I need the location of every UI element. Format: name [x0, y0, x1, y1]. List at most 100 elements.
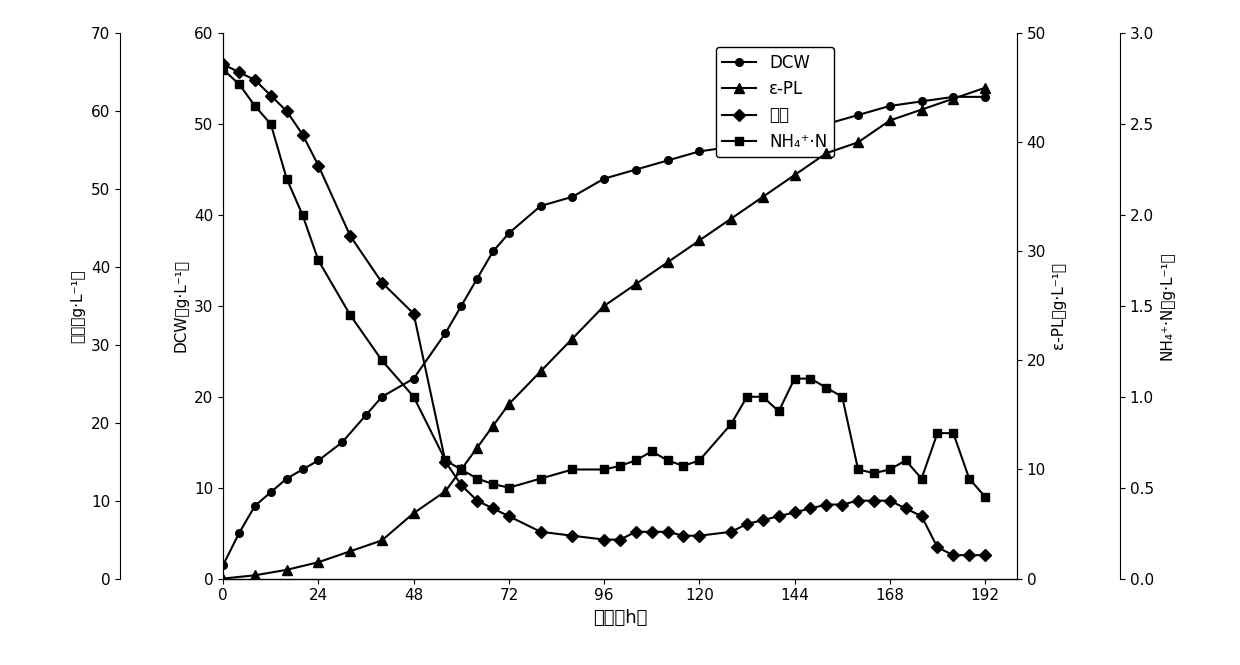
NH₄⁺·N: [771, 408, 786, 416]
NH₄⁺·N: [818, 384, 833, 392]
ε-PL: [565, 334, 580, 342]
Y-axis label: DCW（g·L⁻¹）: DCW（g·L⁻¹）: [174, 259, 188, 352]
DCW: [216, 561, 231, 569]
DCW: [660, 156, 675, 164]
DCW: [596, 175, 611, 183]
ε-PL: [818, 149, 833, 157]
NH₄⁺·N: [724, 420, 739, 428]
DCW: [486, 247, 501, 255]
NH₄⁺·N: [613, 462, 627, 470]
NH₄⁺·N: [232, 80, 247, 88]
NH₄⁺·N: [311, 257, 326, 265]
DCW: [818, 120, 833, 128]
DCW: [407, 374, 422, 382]
NH₄⁺·N: [295, 211, 310, 219]
甘油: [962, 551, 977, 559]
甘油: [914, 512, 929, 520]
NH₄⁺·N: [501, 483, 516, 491]
ε-PL: [470, 444, 485, 452]
DCW: [565, 193, 580, 201]
DCW: [374, 393, 389, 401]
DCW: [914, 97, 929, 105]
ε-PL: [946, 94, 961, 102]
NH₄⁺·N: [962, 475, 977, 483]
ε-PL: [216, 575, 231, 583]
甘油: [501, 512, 516, 520]
甘油: [867, 497, 882, 505]
DCW: [438, 329, 453, 337]
DCW: [851, 111, 866, 119]
DCW: [454, 302, 469, 310]
甘油: [851, 497, 866, 505]
NH₄⁺·N: [660, 456, 675, 464]
NH₄⁺·N: [645, 448, 660, 456]
ε-PL: [279, 566, 294, 574]
ε-PL: [660, 258, 675, 266]
DCW: [692, 148, 707, 156]
DCW: [724, 143, 739, 151]
甘油: [771, 512, 786, 520]
甘油: [438, 458, 453, 466]
DCW: [629, 166, 644, 174]
甘油: [883, 497, 898, 505]
ε-PL: [342, 547, 357, 555]
DCW: [977, 93, 992, 101]
甘油: [946, 551, 961, 559]
NH₄⁺·N: [374, 356, 389, 364]
甘油: [818, 501, 833, 509]
甘油: [613, 535, 627, 543]
DCW: [755, 138, 770, 146]
ε-PL: [486, 422, 501, 430]
NH₄⁺·N: [470, 475, 485, 483]
ε-PL: [533, 367, 548, 375]
NH₄⁺·N: [533, 475, 548, 483]
NH₄⁺·N: [248, 102, 263, 110]
NH₄⁺·N: [946, 429, 961, 437]
NH₄⁺·N: [407, 393, 422, 401]
ε-PL: [438, 487, 453, 495]
甘油: [787, 508, 802, 516]
甘油: [596, 535, 611, 543]
NH₄⁺·N: [629, 456, 644, 464]
X-axis label: 时间（h）: 时间（h）: [593, 609, 647, 627]
甘油: [311, 162, 326, 170]
甘油: [739, 520, 754, 528]
DCW: [335, 438, 350, 446]
甘油: [342, 232, 357, 240]
NH₄⁺·N: [438, 456, 453, 464]
DCW: [295, 465, 310, 473]
甘油: [248, 76, 263, 84]
甘油: [533, 528, 548, 536]
DCW: [263, 488, 278, 496]
甘油: [755, 516, 770, 524]
DCW: [232, 529, 247, 537]
ε-PL: [977, 84, 992, 92]
甘油: [804, 505, 818, 513]
ε-PL: [851, 138, 866, 146]
甘油: [374, 279, 389, 287]
DCW: [787, 129, 802, 137]
NH₄⁺·N: [898, 456, 913, 464]
NH₄⁺·N: [263, 120, 278, 128]
ε-PL: [787, 171, 802, 179]
DCW: [358, 411, 373, 419]
甘油: [629, 528, 644, 536]
甘油: [565, 532, 580, 540]
NH₄⁺·N: [692, 456, 707, 464]
Legend: DCW, ε-PL, 甘油, NH₄⁺·N: DCW, ε-PL, 甘油, NH₄⁺·N: [715, 47, 833, 158]
甘油: [454, 481, 469, 489]
甘油: [295, 130, 310, 138]
甘油: [835, 501, 849, 509]
甘油: [977, 551, 992, 559]
DCW: [533, 202, 548, 210]
NH₄⁺·N: [342, 311, 357, 319]
甘油: [676, 532, 691, 540]
NH₄⁺·N: [867, 469, 882, 477]
甘油: [216, 61, 231, 68]
NH₄⁺·N: [977, 493, 992, 501]
NH₄⁺·N: [486, 480, 501, 488]
ε-PL: [629, 280, 644, 288]
NH₄⁺·N: [596, 465, 611, 473]
DCW: [946, 93, 961, 101]
ε-PL: [596, 302, 611, 310]
